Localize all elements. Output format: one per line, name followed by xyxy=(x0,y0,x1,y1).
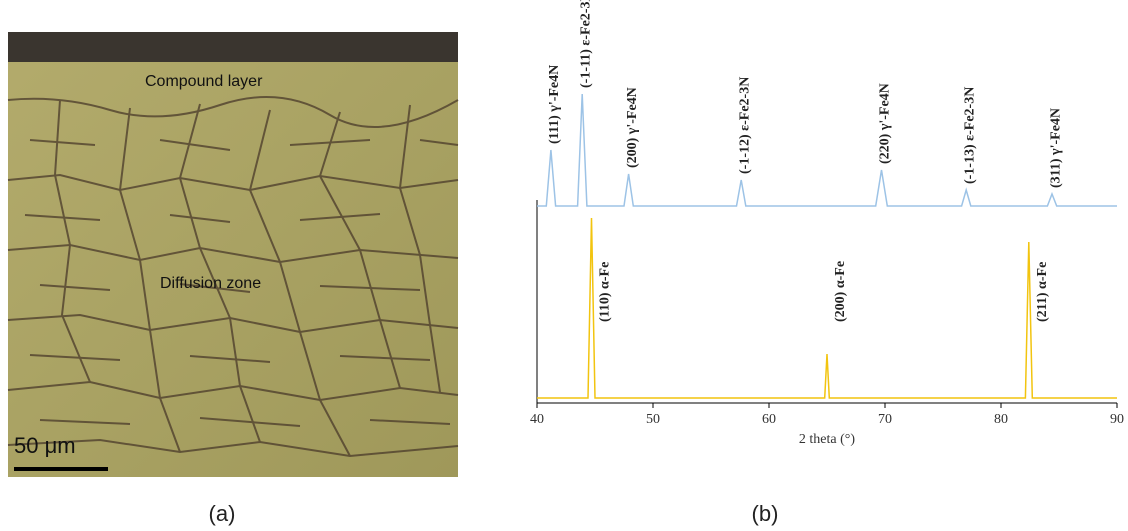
peak-label: (220) γ'-Fe4N xyxy=(878,83,893,164)
xrd-trace xyxy=(537,217,1117,399)
surface-band xyxy=(8,32,458,62)
grain-boundaries xyxy=(7,96,459,458)
layer-label: Compound layer xyxy=(145,73,263,90)
x-tick-label: 50 xyxy=(646,412,660,427)
x-tick-label: 60 xyxy=(762,412,776,427)
scale-bar xyxy=(14,467,108,471)
caption-b: (b) xyxy=(752,501,779,526)
scale-bar-label: 50 μm xyxy=(14,433,76,458)
micrograph: Compound layer Diffusion zone 50 μm xyxy=(7,32,459,477)
x-tick-label: 40 xyxy=(530,412,544,427)
peak-label: (200) γ'-Fe4N xyxy=(625,87,640,168)
peak-label: (-1-13) ε-Fe2-3N xyxy=(962,87,977,184)
peak-label: (111) γ'-Fe4N xyxy=(547,65,562,144)
peak-label: (-1-12) ε-Fe2-3N xyxy=(737,77,752,174)
caption-a: (a) xyxy=(209,501,236,526)
x-tick-label: 70 xyxy=(878,412,892,427)
zone-label: Diffusion zone xyxy=(160,275,261,292)
peak-label: (200) α-Fe xyxy=(833,261,848,322)
x-axis-label: 2 theta (°) xyxy=(799,432,855,447)
peak-label: (-1-11) ε-Fe2-3N xyxy=(578,0,593,88)
peak-label: (211) α-Fe xyxy=(1035,262,1050,322)
x-tick-label: 80 xyxy=(994,412,1008,427)
xrd-trace xyxy=(537,93,1117,207)
peak-label: (110) α-Fe xyxy=(598,262,613,322)
peak-label: (311) γ'-Fe4N xyxy=(1048,108,1063,188)
x-tick-label: 90 xyxy=(1110,412,1124,427)
